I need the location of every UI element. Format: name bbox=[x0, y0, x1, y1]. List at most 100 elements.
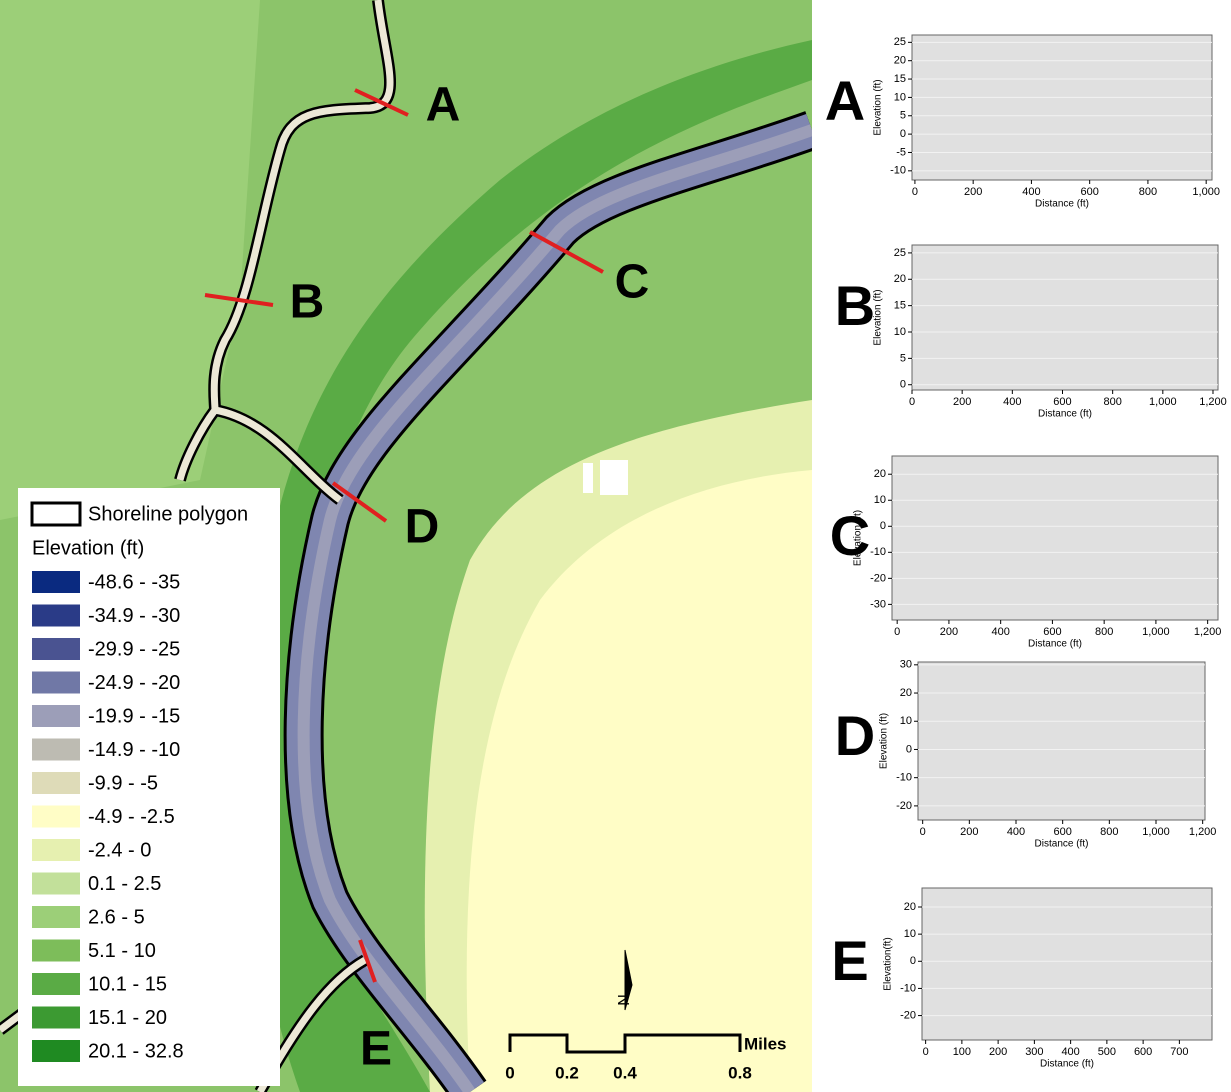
x-tick-label: 200 bbox=[960, 826, 978, 838]
legend-swatch bbox=[32, 1040, 80, 1062]
legend-swatch bbox=[32, 672, 80, 694]
y-tick-label: 0 bbox=[900, 379, 906, 391]
x-axis-label: Distance (ft) bbox=[1038, 409, 1092, 420]
legend-swatch bbox=[32, 638, 80, 660]
x-tick-label: 700 bbox=[1170, 1046, 1188, 1058]
y-axis-label: Elevation (ft) bbox=[873, 289, 884, 345]
x-tick-label: 1,000 bbox=[1149, 396, 1177, 408]
x-axis-label: Distance (ft) bbox=[1028, 639, 1082, 650]
legend-label: Shoreline polygon bbox=[88, 503, 248, 525]
x-tick-label: 400 bbox=[1007, 826, 1025, 838]
map: A B C D E N 0 0.2 0.4 0.8 Miles Shorelin… bbox=[0, 0, 812, 1092]
legend: Shoreline polygon Elevation (ft) -48.6 -… bbox=[18, 488, 280, 1086]
x-tick-label: 0 bbox=[920, 826, 926, 838]
x-tick-label: 200 bbox=[953, 396, 971, 408]
x-tick-label: 1,000 bbox=[1142, 826, 1170, 838]
legend-swatch bbox=[32, 873, 80, 895]
x-tick-label: 400 bbox=[1061, 1046, 1079, 1058]
y-tick-label: -10 bbox=[870, 546, 886, 558]
x-tick-label: 600 bbox=[1043, 626, 1061, 638]
x-tick-label: 600 bbox=[1053, 396, 1071, 408]
x-tick-label: 200 bbox=[989, 1046, 1007, 1058]
y-tick-label: -20 bbox=[896, 800, 912, 812]
x-tick-label: 800 bbox=[1095, 626, 1113, 638]
x-tick-label: 0 bbox=[894, 626, 900, 638]
y-tick-label: 20 bbox=[900, 687, 912, 699]
plot-area bbox=[922, 888, 1212, 1040]
y-tick-label: 15 bbox=[894, 73, 906, 85]
y-tick-label: 30 bbox=[900, 659, 912, 671]
y-tick-label: 0 bbox=[906, 743, 912, 755]
y-tick-label: 25 bbox=[894, 247, 906, 259]
plot-area bbox=[912, 35, 1212, 180]
legend-label: -9.9 - -5 bbox=[88, 772, 158, 794]
legend-swatch bbox=[32, 940, 80, 962]
x-axis-label: Distance (ft) bbox=[1040, 1059, 1094, 1070]
legend-label: 0.1 - 2.5 bbox=[88, 873, 161, 895]
x-tick-label: 600 bbox=[1134, 1046, 1152, 1058]
legend-label: -4.9 - -2.5 bbox=[88, 806, 175, 828]
y-tick-label: 10 bbox=[900, 715, 912, 727]
legend-label: -34.9 - -30 bbox=[88, 605, 180, 627]
y-axis-label: Elevation (ft) bbox=[879, 713, 890, 769]
y-tick-label: -20 bbox=[870, 572, 886, 584]
legend-title: Elevation (ft) bbox=[32, 537, 144, 559]
building bbox=[583, 463, 593, 493]
y-tick-label: 5 bbox=[900, 110, 906, 122]
panel-label: C bbox=[830, 504, 870, 567]
north-label: N bbox=[616, 994, 633, 1006]
x-tick-label: 400 bbox=[1003, 396, 1021, 408]
legend-label: -2.4 - 0 bbox=[88, 839, 151, 861]
x-tick-label: 400 bbox=[991, 626, 1009, 638]
x-axis-label: Distance (ft) bbox=[1035, 199, 1089, 210]
x-tick-label: 0 bbox=[912, 186, 918, 198]
legend-label: -29.9 - -25 bbox=[88, 638, 180, 660]
legend-label: -19.9 - -15 bbox=[88, 705, 180, 727]
y-axis-label: Elevation(ft) bbox=[883, 937, 894, 990]
map-label: B bbox=[290, 276, 325, 329]
y-axis-label: Elevation (ft) bbox=[853, 510, 864, 566]
legend-swatch bbox=[32, 605, 80, 627]
legend-swatch bbox=[32, 571, 80, 593]
legend-swatch bbox=[32, 806, 80, 828]
legend-swatch bbox=[32, 503, 80, 525]
legend-swatch bbox=[32, 973, 80, 995]
y-tick-label: 10 bbox=[894, 91, 906, 103]
scale-label: 0 bbox=[505, 1063, 514, 1082]
legend-label: 20.1 - 32.8 bbox=[88, 1040, 184, 1062]
map-label: E bbox=[360, 1023, 392, 1076]
y-tick-label: -10 bbox=[900, 982, 916, 994]
panel-label: A bbox=[825, 69, 865, 132]
x-tick-label: 200 bbox=[964, 186, 982, 198]
legend-label: -48.6 - -35 bbox=[88, 571, 180, 593]
y-tick-label: 10 bbox=[894, 326, 906, 338]
map-label: C bbox=[615, 256, 650, 309]
y-tick-label: 15 bbox=[894, 300, 906, 312]
x-tick-label: 800 bbox=[1139, 186, 1157, 198]
legend-label: -14.9 - -10 bbox=[88, 739, 180, 761]
panel-label: B bbox=[835, 274, 875, 337]
x-tick-label: 1,000 bbox=[1142, 626, 1170, 638]
x-tick-label: 100 bbox=[953, 1046, 971, 1058]
y-tick-label: -30 bbox=[870, 598, 886, 610]
x-tick-label: 800 bbox=[1103, 396, 1121, 408]
x-tick-label: 0 bbox=[909, 396, 915, 408]
y-axis-label: Elevation (ft) bbox=[873, 79, 884, 135]
x-tick-label: 300 bbox=[1025, 1046, 1043, 1058]
legend-label: 2.6 - 5 bbox=[88, 906, 145, 928]
legend-label: 5.1 - 10 bbox=[88, 940, 156, 962]
x-tick-label: 600 bbox=[1080, 186, 1098, 198]
map-label: A bbox=[426, 79, 461, 132]
y-tick-label: 0 bbox=[910, 955, 916, 967]
legend-swatch bbox=[32, 772, 80, 794]
y-tick-label: 10 bbox=[904, 928, 916, 940]
x-tick-label: 1,200 bbox=[1194, 626, 1222, 638]
y-tick-label: -10 bbox=[896, 772, 912, 784]
x-tick-label: 600 bbox=[1053, 826, 1071, 838]
y-tick-label: 5 bbox=[900, 352, 906, 364]
y-tick-label: -20 bbox=[900, 1009, 916, 1021]
legend-label: -24.9 - -20 bbox=[88, 672, 180, 694]
scale-unit: Miles bbox=[744, 1034, 787, 1053]
y-tick-label: 0 bbox=[900, 128, 906, 140]
building bbox=[600, 460, 628, 495]
